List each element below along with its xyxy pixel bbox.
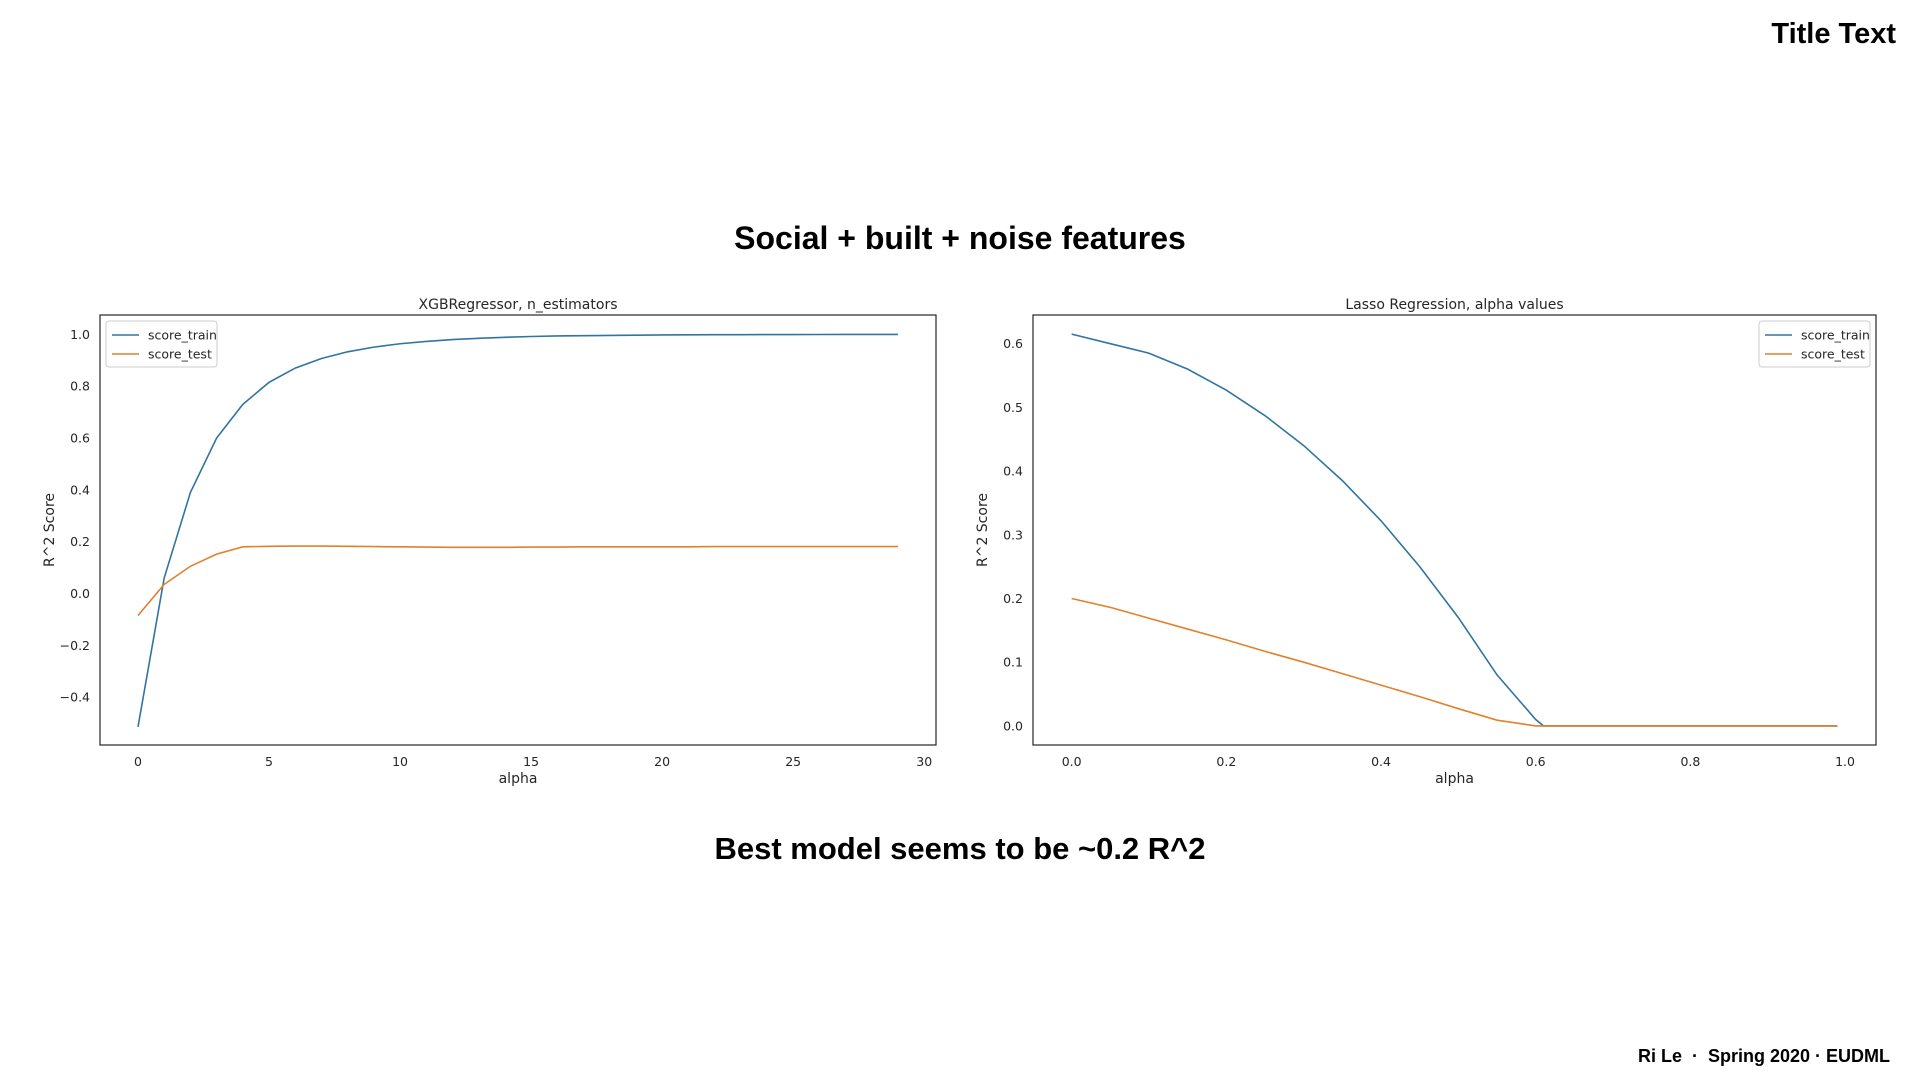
plot-frame bbox=[99, 314, 937, 746]
legend-label-score-test: score_test bbox=[148, 347, 212, 362]
series-line-score-test bbox=[137, 545, 898, 616]
x-axis-title: alpha bbox=[499, 771, 538, 787]
legend-box bbox=[105, 320, 218, 368]
footer: Ri Le · Spring 2020 · EUDML bbox=[1638, 1046, 1890, 1067]
x-tick-label: 0.2 bbox=[1216, 754, 1236, 769]
y-tick-label: 0.1 bbox=[1003, 655, 1023, 670]
y-tick-label: 0.4 bbox=[1003, 464, 1023, 479]
lasso-chart: Lasso Regression, alpha values 0.0 0.2 0.4 0… bbox=[975, 297, 1877, 787]
y-tick-label: 0.6 bbox=[70, 431, 90, 446]
y-tick-label: 0.2 bbox=[70, 534, 90, 549]
series-line-score-test bbox=[1071, 597, 1838, 727]
plot-frame bbox=[1032, 314, 1877, 746]
x-tick-label: 0.4 bbox=[1371, 754, 1391, 769]
conclusion-text: Best model seems to be ~0.2 R^2 bbox=[714, 831, 1206, 866]
x-tick-label: 5 bbox=[265, 754, 273, 769]
chart-title: XGBRegressor, n_estimators bbox=[419, 297, 618, 313]
x-axis-title: alpha bbox=[1435, 771, 1474, 787]
x-tick-label: 0.6 bbox=[1526, 754, 1546, 769]
slide-title: Title Text bbox=[1771, 18, 1896, 50]
y-tick-label: 0.0 bbox=[1003, 718, 1023, 733]
y-tick-label: 0.4 bbox=[70, 482, 90, 497]
x-tick-label: 0.8 bbox=[1680, 754, 1700, 769]
x-tick-label: 30 bbox=[916, 754, 932, 769]
y-tick-label: −0.2 bbox=[60, 638, 90, 653]
y-axis-title: R^2 Score bbox=[975, 493, 991, 567]
chart-title: Lasso Regression, alpha values bbox=[1345, 297, 1563, 313]
y-tick-label: 0.8 bbox=[70, 379, 90, 394]
legend-label-score-train: score_train bbox=[148, 328, 217, 343]
footer-separator: · bbox=[1681, 1046, 1708, 1066]
series-line-score-train bbox=[1071, 333, 1838, 727]
footer-author: Ri Le bbox=[1637, 1046, 1682, 1066]
legend-label-score-train: score_train bbox=[1801, 328, 1870, 343]
y-tick-label: 0.0 bbox=[70, 586, 90, 601]
x-tick-label: 0 bbox=[134, 754, 142, 769]
x-tick-label: 20 bbox=[654, 754, 670, 769]
y-tick-label: 0.3 bbox=[1003, 527, 1023, 542]
legend-label-score-test: score_test bbox=[1801, 347, 1865, 362]
x-tick-label: 15 bbox=[523, 754, 539, 769]
x-tick-label: 1.0 bbox=[1835, 754, 1855, 769]
y-tick-label: 1.0 bbox=[70, 327, 90, 342]
y-tick-label: 0.2 bbox=[1003, 591, 1023, 606]
legend-box bbox=[1758, 320, 1871, 368]
x-tick-label: 0.0 bbox=[1062, 754, 1082, 769]
series-line-score-train bbox=[137, 333, 899, 728]
slide-heading: Social + built + noise features bbox=[734, 220, 1186, 256]
y-axis-title: R^2 Score bbox=[42, 493, 58, 567]
footer-term: Spring 2020 · EUDML bbox=[1707, 1046, 1890, 1066]
y-tick-label: −0.4 bbox=[60, 690, 90, 705]
y-tick-label: 0.5 bbox=[1003, 400, 1023, 415]
x-tick-label: 10 bbox=[392, 754, 408, 769]
xgb-chart: XGBRegressor, n_estimators 0 5 10 15 20 25 30 −0… bbox=[42, 297, 937, 787]
x-tick-label: 25 bbox=[785, 754, 801, 769]
y-tick-label: 0.6 bbox=[1003, 336, 1023, 351]
